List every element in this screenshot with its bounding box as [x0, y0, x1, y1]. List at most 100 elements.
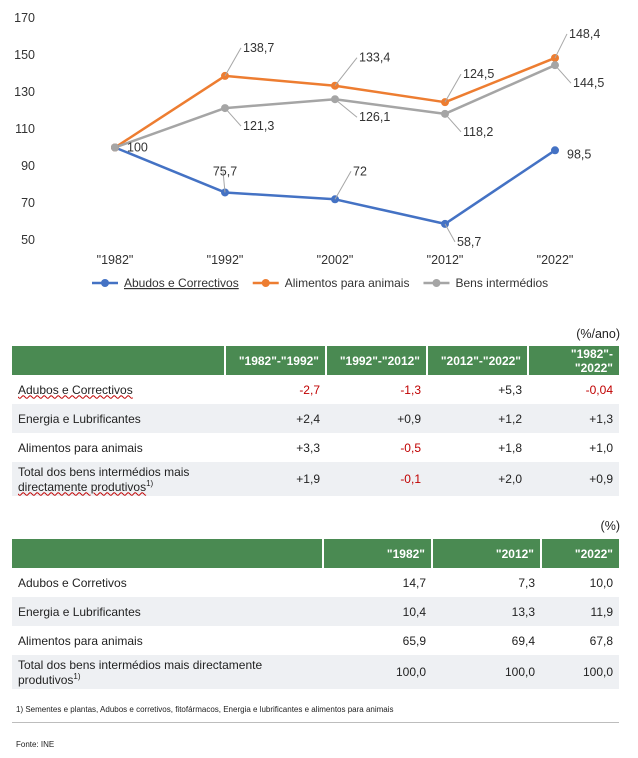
x-tick-label: "2002": [317, 253, 354, 267]
data-point: [551, 146, 559, 155]
label-leader: [334, 171, 352, 200]
table-row: Adubos e Corretivos 14,7 7,3 10,0: [12, 568, 619, 597]
label-leader: [334, 98, 358, 118]
table-cell: +1,2: [427, 404, 528, 433]
table2-header-col2: "2012": [431, 539, 541, 568]
label-leader: [554, 64, 572, 84]
table-cell: 13,3: [432, 597, 541, 626]
legend-marker: [432, 279, 441, 287]
table-cell: +1,0: [589, 440, 613, 455]
table-cell: 65,9: [402, 633, 426, 648]
table-cell: 69,4: [511, 633, 535, 648]
data-label: 72: [353, 164, 367, 178]
table-cell: 10,4: [323, 597, 432, 626]
label-leader: [224, 47, 242, 77]
table-cell: 100,0: [432, 655, 541, 689]
table-row: Alimentos para animais +3,3 -0,5 +1,8 +1…: [12, 433, 619, 462]
row-label-adubos: Adubos e Corretivos: [18, 575, 127, 590]
x-tick-label: "1992": [207, 253, 244, 267]
row-label-total: Total dos bens intermédios mais directam…: [12, 462, 225, 496]
table2-header-row: "1982" "2012" "2022": [12, 539, 619, 568]
growth-rate-table: "1982"-"1992" "1992"-"2012" "2012"-"2022…: [12, 346, 619, 496]
table-cell: +2,4: [225, 404, 326, 433]
x-tick-label: "2012": [427, 253, 464, 267]
row-label-total-line2: produtivos: [18, 672, 74, 687]
label-leader: [444, 113, 462, 133]
table2-unit: (%): [600, 519, 620, 533]
table-cell: +1,9: [225, 462, 326, 496]
footnote: 1) Sementes e plantas, Adubos e corretiv…: [16, 705, 394, 714]
row-label-energia: Energia e Lubrificantes: [12, 404, 225, 433]
y-tick-label: 50: [21, 233, 35, 247]
footnote-marker: 1): [146, 478, 154, 488]
table-cell: 7,3: [518, 575, 535, 590]
x-tick-label: "1982": [97, 253, 134, 267]
y-tick-label: 70: [21, 196, 35, 210]
table1-header-col2: "1992"-"2012": [325, 346, 427, 375]
source-note: Fonte: INE: [16, 740, 55, 749]
table-row: Energia e Lubrificantes 10,4 13,3 11,9: [12, 597, 619, 626]
footnote-marker: 1): [73, 671, 81, 681]
label-leader: [444, 73, 462, 103]
row-label-total: Total dos bens intermédios mais directam…: [12, 655, 323, 689]
table1-header-col4: "1982"-"2022": [527, 346, 619, 375]
table2-header-col1: "1982": [322, 539, 432, 568]
y-tick-label: 110: [15, 122, 35, 136]
table-cell: 14,7: [402, 575, 426, 590]
table2-header-col3: "2022": [540, 539, 619, 568]
table-row: Adubos e Correctivos -2,7 -1,3 +5,3 -0,0…: [12, 375, 619, 404]
table-cell: +1,8: [498, 440, 522, 455]
share-table: "1982" "2012" "2022" Adubos e Corretivos…: [12, 539, 619, 689]
table-cell: +5,3: [498, 382, 522, 397]
data-label: 124,5: [463, 67, 494, 81]
table-cell: +0,9: [326, 404, 427, 433]
y-tick-label: 150: [14, 48, 35, 62]
row-label-alimentos: Alimentos para animais: [18, 633, 143, 648]
data-label: 118,2: [463, 125, 493, 139]
data-label: 133,4: [359, 51, 390, 65]
table-cell: 100,0: [541, 655, 619, 689]
table-cell: 11,9: [541, 597, 619, 626]
y-tick-label: 170: [14, 11, 35, 25]
data-point: [111, 143, 119, 152]
row-label-total-line1: Total dos bens intermédios mais directam…: [18, 657, 263, 672]
table-cell: -2,7: [299, 382, 320, 397]
data-label: 121,3: [243, 119, 274, 133]
table1-unit: (%/ano): [576, 327, 620, 341]
table-cell: -0,5: [400, 440, 421, 455]
legend-marker: [261, 279, 270, 287]
legend-marker: [101, 279, 109, 287]
table-cell: +0,9: [528, 462, 619, 496]
data-label: 148,4: [569, 27, 600, 41]
label-leader: [334, 57, 358, 87]
table-row: Total dos bens intermédios mais directam…: [12, 655, 619, 689]
data-label: 75,7: [213, 164, 237, 178]
divider: [12, 722, 619, 723]
legend-label: Abudos e Correctivos: [124, 276, 239, 290]
data-label: 100: [127, 141, 148, 155]
table2-header-blank: [12, 539, 323, 568]
data-label: 58,7: [457, 235, 481, 249]
table-cell: +1,3: [528, 404, 619, 433]
label-leader: [444, 223, 456, 243]
table-cell: +3,3: [296, 440, 320, 455]
data-label: 98,5: [567, 147, 591, 161]
x-tick-label: "2022": [537, 253, 574, 267]
data-label: 144,5: [573, 76, 604, 90]
table1-header-col1: "1982"-"1992": [224, 346, 326, 375]
series-line-0: [114, 146, 556, 226]
row-label-total-line2: directamente produtivos: [18, 479, 147, 494]
y-tick-label: 130: [14, 85, 35, 99]
table1-header-col3: "2012"-"2022": [426, 346, 528, 375]
table1-header-blank: [12, 346, 225, 375]
legend-label: Bens intermédios: [455, 276, 548, 290]
label-leader: [222, 171, 226, 193]
label-leader: [554, 33, 568, 59]
table-cell: 67,8: [589, 633, 613, 648]
label-leader: [224, 107, 242, 127]
row-label-total-line1: Total dos bens intermédios mais: [18, 464, 190, 479]
legend-label: Alimentos para animais: [285, 276, 410, 290]
table-cell: -0,1: [326, 462, 427, 496]
table-cell: 10,0: [589, 575, 613, 590]
y-tick-label: 90: [21, 159, 35, 173]
